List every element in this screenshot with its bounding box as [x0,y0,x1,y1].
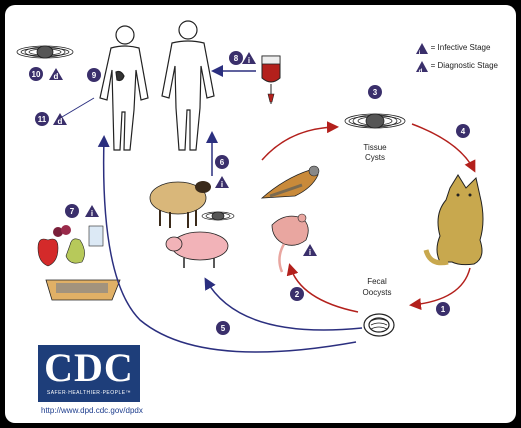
infective-stage-badge: i [242,52,256,65]
stage-legend: i = Infective Stage d = Diagnostic Stage [415,39,498,75]
svg-text:2: 2 [295,290,300,299]
diagram-panel: Tissue Cysts Fecal Oocysts 1 2 3 4 5 6 7… [5,5,516,423]
bird-figure [260,165,320,199]
tissue-cyst-center [344,113,406,129]
svg-text:4: 4 [461,127,466,136]
life-cycle-diagram: Tissue Cysts Fecal Oocysts 1 2 3 4 5 6 7… [16,20,484,353]
human-figure-right [161,20,215,151]
step-badge-2: 2 [290,287,304,301]
svg-text:i: i [91,209,93,218]
step-badge-7: 7 [65,204,79,218]
svg-text:10: 10 [32,70,41,79]
legend-infective-label: = Infective Stage [430,43,491,52]
step-badge-5: 5 [216,321,230,335]
pig-figure [165,231,229,268]
tissue-cyst-meat [201,211,235,221]
arrow-red-intermediate-to-cyst [261,121,339,161]
infective-triangle-icon: i [415,42,428,57]
legend-diagnostic: d = Diagnostic Stage [415,57,498,75]
svg-text:1: 1 [441,305,446,314]
cdc-logo-letters: CDC [44,345,134,390]
legend-diagnostic-label: = Diagnostic Stage [430,61,498,70]
cat-figure [423,174,484,266]
cdc-logo: CDC SAFER·HEALTHIER·PEOPLE™ [38,345,140,402]
arrow-red-cyst-to-cat [411,123,476,173]
fruit-water-figure [37,225,121,301]
arrow-red-cat-to-oocyst [409,267,471,311]
sheep-figure [149,181,211,228]
svg-text:3: 3 [373,88,378,97]
svg-text:i: i [248,56,250,65]
legend-infective: i = Infective Stage [415,39,498,57]
svg-text:8: 8 [234,54,239,63]
step-badge-4: 4 [456,124,470,138]
step-badge-9: 9 [87,68,101,82]
svg-text:d: d [54,72,59,81]
svg-text:6: 6 [220,158,225,167]
fecal-oocysts-label-line1: Fecal [367,277,387,286]
cdc-url-link[interactable]: http://www.dpd.cdc.gov/dpdx [41,406,143,415]
step-badge-6: 6 [215,155,229,169]
svg-text:9: 9 [92,71,97,80]
diagnostic-triangle-icon: d [415,60,428,75]
diagnostic-stage-badge: d [49,68,63,81]
fecal-oocyst [363,313,395,337]
blood-transfusion-bag [261,55,281,104]
svg-text:i: i [309,248,311,257]
step-badge-8: 8 [229,51,243,65]
infective-stage-badge: i [85,205,99,218]
infective-stage-badge: i [215,176,229,189]
svg-text:i: i [221,180,223,189]
svg-text:11: 11 [38,115,47,124]
step-badge-11: 11 [35,112,49,126]
arrow-blue-oocyst-to-human [97,135,357,353]
diagnostic-stage-badge: d [53,113,67,126]
step-badge-3: 3 [368,85,382,99]
svg-text:d: d [58,117,63,126]
mouse-figure [271,213,309,273]
line-step11-to-human [61,97,95,118]
fecal-oocysts-label-line2: Oocysts [363,288,392,297]
human-figure-left [99,25,149,151]
tissue-cysts-label-line1: Tissue [363,143,387,152]
step-badge-1: 1 [436,302,450,316]
svg-text:5: 5 [221,324,226,333]
svg-text:7: 7 [70,207,75,216]
tissue-cyst-human [16,45,74,59]
tissue-cysts-label-line2: Cysts [365,153,385,162]
arrow-blue-oocyst-to-pig [204,277,363,331]
step-badge-10: 10 [29,67,43,81]
infective-stage-badge: i [303,244,317,257]
arrow-red-oocyst-to-mouse [286,263,359,313]
cdc-logo-tagline: SAFER·HEALTHIER·PEOPLE™ [46,390,132,396]
